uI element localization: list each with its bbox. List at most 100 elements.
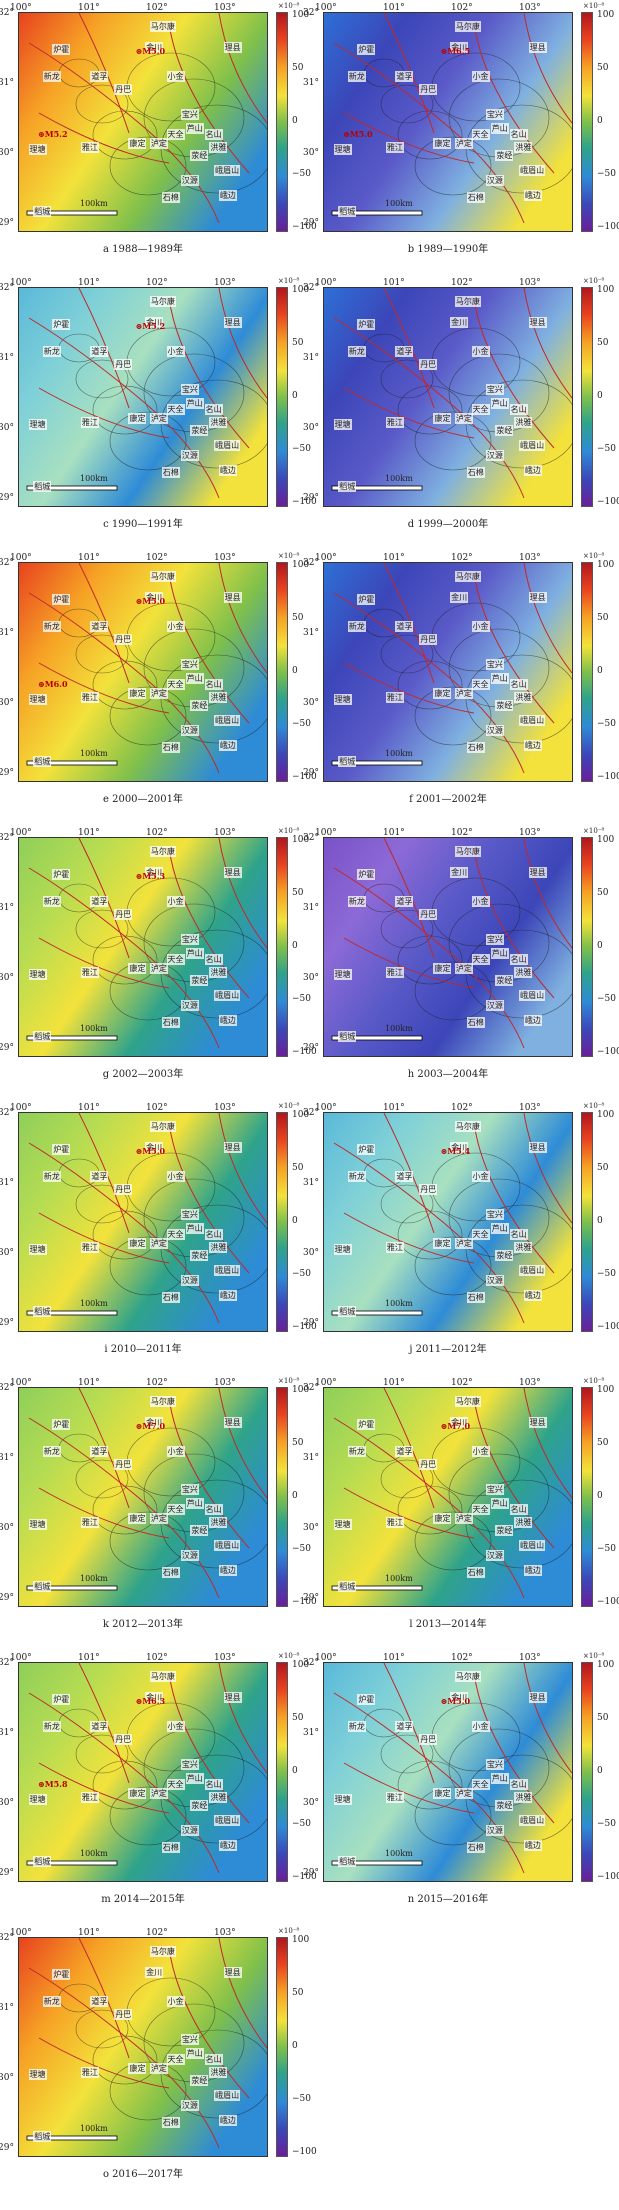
- scale-label: 100km: [385, 1849, 413, 1858]
- latitude-tick: 29°: [0, 493, 14, 503]
- place-label: 理县: [223, 1967, 242, 1979]
- place-label: 理塘: [28, 419, 47, 431]
- place-label: 峨边: [218, 739, 237, 751]
- fault-line: [333, 42, 525, 224]
- colorbar-unit: ×10⁻⁸: [278, 1377, 300, 1385]
- place-label: 新龙: [42, 1446, 61, 1458]
- latitude-tick: 29°: [303, 1318, 319, 1328]
- fault-line: [168, 1672, 250, 1824]
- contour-line: [75, 84, 129, 124]
- colorbar-tick: 50: [597, 63, 609, 73]
- place-label: 康定: [128, 962, 147, 974]
- latitude-tick: 32°: [0, 1933, 14, 1943]
- strain-map: 100km 马尔康 金川 理县 炉霍 新龙 道孚 丹巴 小金 康定 泸定 雅江 理塘 宝兴 天全 芦山 名山 洪雅…: [18, 1387, 268, 1607]
- place-label: 汉源: [180, 1275, 199, 1287]
- place-label: 荥经: [190, 1250, 209, 1262]
- place-label: 洪雅: [209, 1791, 228, 1803]
- place-label: 丹巴: [419, 1183, 438, 1195]
- place-label: 新龙: [347, 346, 366, 358]
- place-label: 小金: [166, 1446, 185, 1458]
- colorbar-tick: 0: [597, 1766, 603, 1776]
- latitude-tick: 32°: [0, 558, 14, 568]
- place-label: 名山: [204, 129, 223, 141]
- place-label: 宝兴: [180, 2033, 199, 2045]
- fault-line: [523, 1388, 572, 1499]
- strain-map: 100km 马尔康 金川 理县 炉霍 新龙 道孚 丹巴 小金 康定 泸定 雅江 理塘 宝兴 天全 芦山 名山 洪雅…: [323, 837, 573, 1057]
- latitude-tick: 31°: [303, 903, 319, 913]
- colorbar-tick: 50: [597, 1438, 609, 1448]
- place-label: 稻城: [338, 481, 357, 493]
- place-label: 名山: [509, 1504, 528, 1516]
- colorbar-tick: −100: [292, 1597, 317, 1607]
- fault-line: [333, 1417, 525, 1599]
- place-label: 炉霍: [52, 1694, 71, 1706]
- latitude-tick: 30°: [0, 1523, 14, 1533]
- place-label: 汉源: [485, 450, 504, 462]
- map-panel: 100km 马尔康 金川 理县 炉霍 新龙 道孚 丹巴 小金 康定 泸定 雅江 理塘 宝兴 天全 芦山 名山 洪雅…: [0, 1652, 317, 1922]
- colorbar-tick: 50: [292, 1438, 304, 1448]
- fault-line: [28, 1142, 220, 1324]
- fault-line: [473, 572, 555, 724]
- place-label: 炉霍: [357, 1419, 376, 1431]
- place-label: 芦山: [185, 948, 204, 960]
- place-label: 稻城: [338, 1581, 357, 1593]
- scale-bar: [331, 485, 423, 491]
- longitude-tick: 100°: [315, 1103, 337, 1113]
- earthquake-marker: ⊛M6.3: [135, 1696, 166, 1707]
- scale-label: 100km: [385, 474, 413, 483]
- longitude-tick: 101°: [383, 3, 405, 13]
- contour-line: [75, 634, 129, 674]
- latitude-tick: 29°: [303, 493, 319, 503]
- panel-caption: e 2000—2001年: [103, 794, 183, 805]
- latitude-tick: 30°: [303, 698, 319, 708]
- strain-map: 100km 马尔康 金川 理县 炉霍 新龙 道孚 丹巴 小金 康定 泸定 雅江 理塘 宝兴 天全 芦山 名山 洪雅…: [18, 287, 268, 507]
- contour-line: [465, 1204, 572, 1294]
- scale-bar: [331, 760, 423, 766]
- contour-line: [109, 136, 187, 196]
- colorbar: [276, 12, 288, 232]
- contour-line: [465, 104, 572, 194]
- earthquake-marker: ⊛M6.5: [440, 46, 471, 57]
- earthquake-marker: ⊛M5.0: [135, 46, 166, 57]
- place-label: 金川: [145, 42, 164, 54]
- strain-map: 100km 马尔康 金川 理县 炉霍 新龙 道孚 丹巴 小金 康定 泸定 雅江 理塘 宝兴 天全 芦山 名山 洪雅…: [323, 12, 573, 232]
- fault-line: [523, 1113, 572, 1224]
- place-label: 马尔康: [149, 1396, 176, 1408]
- latitude-tick: 31°: [0, 78, 14, 88]
- place-label: 理县: [528, 317, 547, 329]
- place-label: 名山: [509, 129, 528, 141]
- fault-line: [343, 1487, 475, 1539]
- place-label: 洪雅: [209, 1241, 228, 1253]
- colorbar-unit: ×10⁻⁸: [583, 1377, 605, 1385]
- place-label: 新龙: [42, 1721, 61, 1733]
- colorbar: [276, 287, 288, 507]
- fault-line: [218, 1113, 267, 1224]
- panel-caption: f 2001—2002年: [409, 794, 487, 805]
- place-label: 峨眉山: [214, 439, 241, 451]
- latitude-tick: 32°: [303, 833, 319, 843]
- place-label: 宝兴: [485, 1483, 504, 1495]
- place-label: 稻城: [33, 756, 52, 768]
- place-label: 泸定: [149, 137, 168, 149]
- place-label: 汉源: [180, 1825, 199, 1837]
- panel-caption: d 1999—2000年: [407, 519, 489, 530]
- place-label: 理塘: [28, 1244, 47, 1256]
- place-label: 汉源: [180, 1550, 199, 1562]
- latitude-tick: 30°: [303, 1523, 319, 1533]
- place-label: 道孚: [90, 1171, 109, 1183]
- map-panel: 100km 马尔康 金川 理县 炉霍 新龙 道孚 丹巴 小金 康定 泸定 雅江 理塘 宝兴 天全 芦山 名山 洪雅…: [0, 827, 317, 1097]
- colorbar-tick: −50: [597, 169, 616, 179]
- longitude-tick: 100°: [10, 1103, 32, 1113]
- place-label: 理县: [528, 42, 547, 54]
- place-label: 道孚: [90, 71, 109, 83]
- contour-line: [380, 1459, 434, 1499]
- colorbar-tick: −100: [292, 1872, 317, 1882]
- place-label: 康定: [128, 687, 147, 699]
- longitude-tick: 101°: [383, 1103, 405, 1113]
- latitude-tick: 32°: [303, 283, 319, 293]
- latitude-tick: 31°: [0, 1178, 14, 1188]
- contour-line: [109, 411, 187, 471]
- place-label: 石棉: [466, 1291, 485, 1303]
- colorbar-tick: 0: [292, 391, 298, 401]
- contour-line: [414, 961, 492, 1021]
